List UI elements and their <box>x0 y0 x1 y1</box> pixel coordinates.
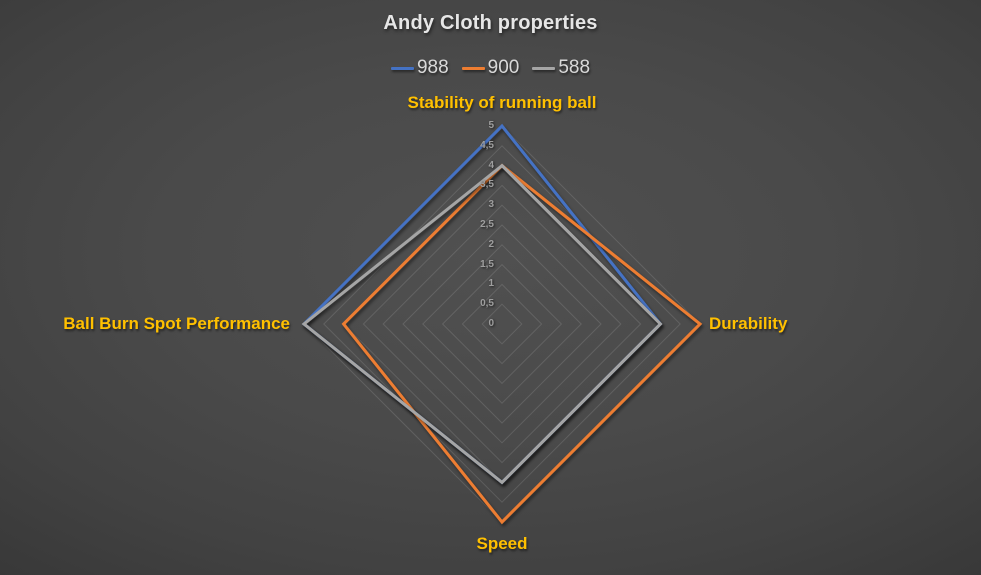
category-label-durability: Durability <box>709 314 788 333</box>
radar-series-group <box>301 123 703 525</box>
legend-label: 988 <box>416 57 449 78</box>
grid-ring <box>382 204 622 444</box>
category-label-stability-of-running-ball: Stability of running ball <box>407 93 597 112</box>
chart-title: Andy Cloth properties <box>383 12 598 34</box>
chart-legend: 988 900 588 <box>0 56 981 80</box>
grid-ring <box>481 303 523 345</box>
grid-ring <box>323 145 681 503</box>
grid-ring <box>362 184 642 464</box>
legend-label: 900 <box>487 57 520 78</box>
category-label-ball-burn-spot-performance: Ball Burn Spot Performance <box>63 314 290 333</box>
legend-line-swatch <box>461 66 485 70</box>
grid-ring <box>441 263 563 385</box>
grid-ring <box>422 244 582 404</box>
legend-line-swatch <box>532 66 556 70</box>
legend-item-988[interactable]: 988 <box>390 57 449 79</box>
legend-item-900[interactable]: 900 <box>461 57 520 79</box>
legend-line-swatch <box>390 66 414 70</box>
grid-ring <box>461 283 543 365</box>
category-label-speed: Speed <box>476 534 528 553</box>
radar-gridlines <box>303 125 701 523</box>
legend-item-588[interactable]: 588 <box>532 57 590 79</box>
series-line-588[interactable] <box>301 163 663 485</box>
legend-label: 588 <box>558 57 591 78</box>
grid-ring <box>342 164 662 484</box>
grid-ring <box>402 224 602 424</box>
series-line-900[interactable] <box>341 163 703 525</box>
